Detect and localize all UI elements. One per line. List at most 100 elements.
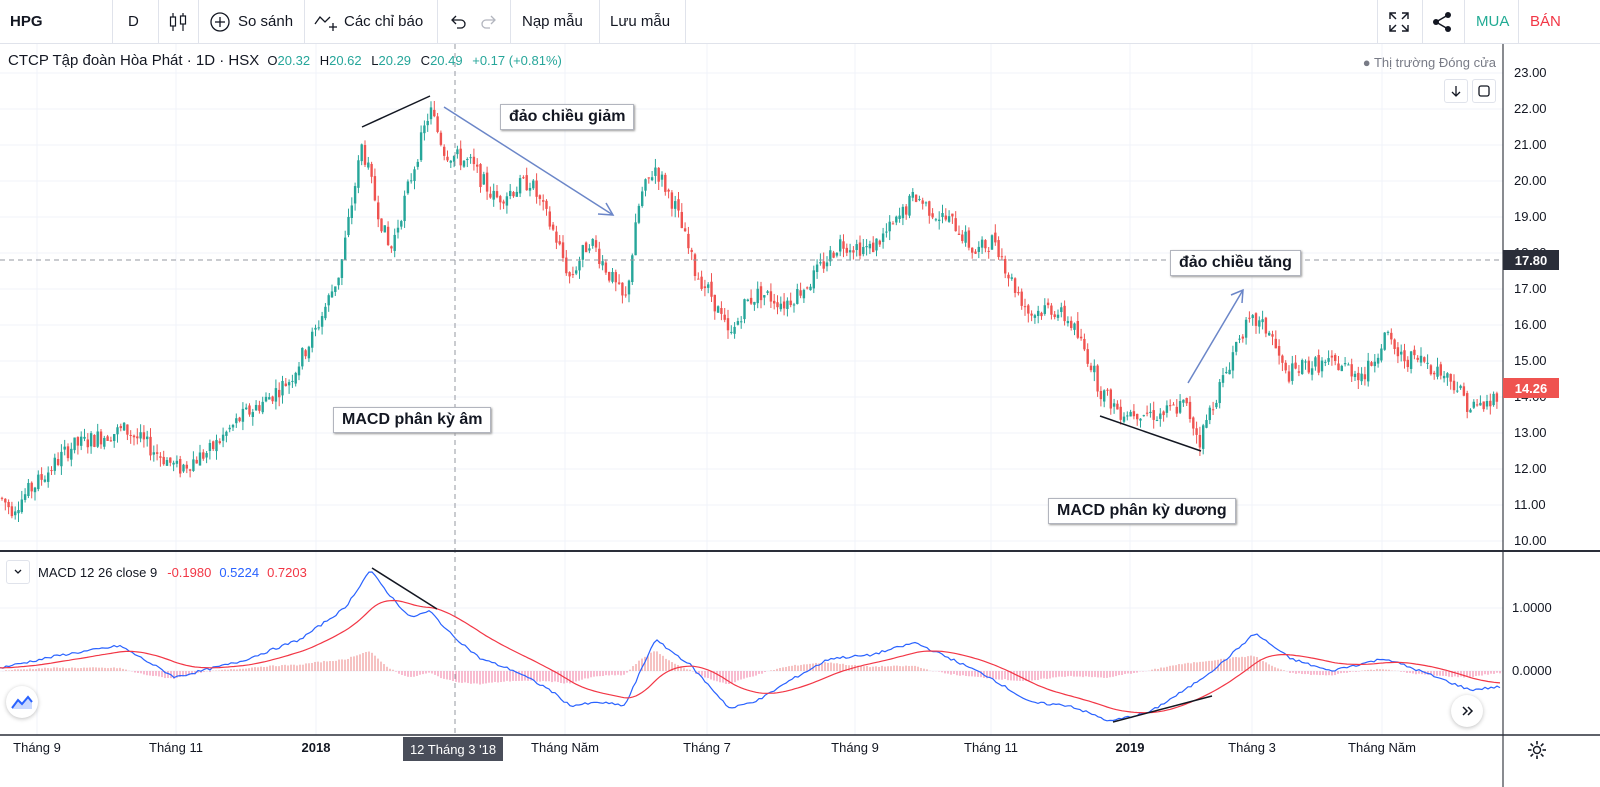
candle-body [0,497,4,499]
candle-body [324,306,327,319]
candle-body [1149,411,1152,414]
candle-body [832,252,835,258]
candle-body [1169,405,1172,407]
candle-body [773,300,776,304]
candle-body [1073,323,1076,330]
candle-body [284,383,287,387]
candle-body [40,474,43,480]
candle-body [10,506,14,517]
candle-body [1027,305,1030,314]
chart-type-button[interactable] [168,0,188,43]
undo-button[interactable] [448,0,468,43]
sell-button[interactable]: BÁN [1530,0,1561,43]
candle-body [839,239,842,252]
buy-button[interactable]: MUA [1476,0,1509,43]
candle-body [865,246,868,248]
ohlc-values: O20.32 H20.62 L20.29 C20.49 +0.17 (+0.81… [267,53,561,68]
candle-body [370,163,373,177]
annotation-bearish-divergence[interactable]: MACD phân kỳ âm [333,407,492,433]
toolbar-divider [599,0,600,43]
candle-body [469,157,472,159]
candle-body [1241,336,1244,339]
candle-body [1413,349,1416,356]
candle-body [60,451,63,467]
scroll-down-button[interactable] [1444,79,1468,103]
candlestick-series [0,100,1499,522]
candle-body [17,510,20,514]
redo-button[interactable] [479,0,499,43]
macd-value: 0.5224 [219,564,260,580]
candle-body [499,196,502,203]
candle-body [578,261,581,271]
tradingview-logo-button[interactable] [6,686,38,718]
candle-body [1020,291,1023,306]
candle-body [1109,389,1112,409]
candle-body [878,240,881,245]
share-button[interactable] [1431,0,1453,43]
candle-body [254,404,258,411]
candle-body [703,286,707,289]
candle-body [624,294,627,296]
settings-button[interactable] [1527,740,1547,765]
time-axis-label: Tháng 9 [13,740,61,755]
time-axis-label: Tháng 11 [149,740,203,755]
candle-body [344,237,347,260]
toolbar-divider [1377,0,1378,43]
candle-body [591,238,594,246]
symbol-search[interactable]: HPG [10,0,43,43]
candle-body [1139,418,1142,421]
arrow-up-head [1230,288,1244,304]
candle-body [911,191,914,198]
candle-body [812,270,815,289]
candle-body [1060,307,1063,313]
candle-body [89,433,93,447]
maximize-pane-button[interactable] [1472,79,1496,103]
candle-body [1403,350,1406,362]
candle-body [301,347,304,367]
candle-body [914,194,918,202]
candle-body [809,286,812,291]
candle-body [109,440,113,442]
candle-body [1287,371,1291,382]
macd-legend-name: MACD 12 26 close 9 [38,564,158,580]
load-template-button[interactable]: Nạp mẫu [522,0,583,43]
candle-body [921,200,924,204]
indicators-button[interactable]: Các chỉ báo [314,0,423,43]
candle-body [1155,419,1159,421]
candle-body [1218,382,1221,404]
candle-body [380,218,383,232]
candle-body [1225,371,1228,374]
collapse-button[interactable] [6,560,30,584]
price-tick-label: 13.00 [1514,425,1547,440]
price-tick-label: 15.00 [1514,353,1547,368]
candle-body [139,432,142,439]
annotation-bullish-reversal[interactable]: đảo chiều tăng [1170,250,1301,276]
candle-body [1043,305,1046,314]
candle-body [215,439,218,452]
candle-body [1046,302,1050,306]
candle-body [1343,363,1347,365]
interval-button[interactable]: D [128,0,139,43]
trendline-bottom [1099,415,1202,452]
low-value: 20.29 [378,53,412,68]
candle-body [413,169,416,181]
candle-body [1459,385,1462,389]
annotation-bearish-reversal[interactable]: đảo chiều giảm [500,104,635,130]
candle-body [281,380,284,396]
candle-body [202,452,205,459]
fullscreen-button[interactable] [1388,0,1410,43]
candle-body [56,458,60,465]
compare-button[interactable]: So sánh [209,0,293,43]
candle-body [66,446,70,459]
annotation-bullish-divergence[interactable]: MACD phân kỳ dương [1048,498,1236,524]
toolbar-divider [112,0,113,43]
scroll-to-realtime-button[interactable] [1451,695,1483,727]
price-tick-label: 16.00 [1514,317,1547,332]
candle-body [1030,313,1033,316]
candle-body [621,282,624,296]
save-template-button[interactable]: Lưu mẫu [610,0,670,43]
candle-body [116,427,119,435]
candle-body [492,190,495,200]
macd-lines [0,571,1501,722]
